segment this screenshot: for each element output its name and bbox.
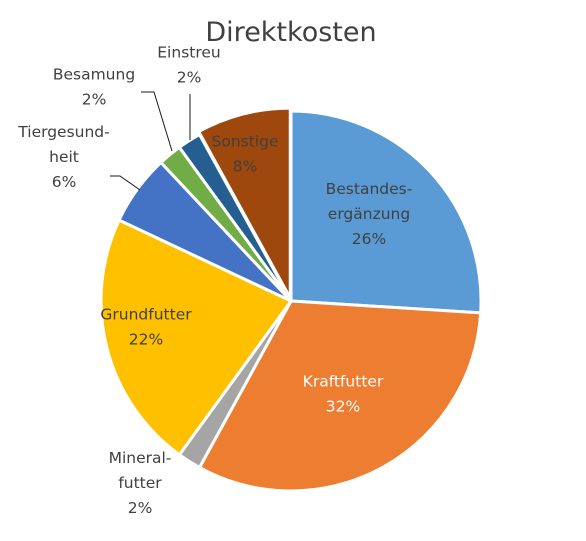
slice-name-label: Mineral- <box>109 449 172 467</box>
slice-value-label: 8% <box>233 158 258 176</box>
pie-slice-kraftfutter <box>197 299 483 493</box>
slice-label-grundfutter: Grundfutter 22% <box>100 306 192 349</box>
slice-value-label: 2% <box>128 499 153 517</box>
pie-slices <box>99 106 483 493</box>
leader-line-besamung <box>141 91 173 152</box>
leader-lines <box>110 91 191 191</box>
slice-value-label: 26% <box>352 230 386 248</box>
slice-name-label: futter <box>118 474 162 492</box>
slice-value-label: 22% <box>129 331 163 349</box>
pie-slice-bestandes-erg-nzung <box>289 109 483 315</box>
slice-label-bestandes-erg-nzung: Bestandes-ergänzung 26% <box>326 180 413 248</box>
chart-title: Direktkosten <box>205 17 376 48</box>
slice-label-besamung: Besamung 2% <box>53 66 135 109</box>
slice-label-tiergesund-heit: Tiergesund-heit 6% <box>17 123 109 191</box>
slice-name-label: heit <box>49 148 79 166</box>
slice-name-label: Kraftfutter <box>303 373 384 391</box>
slice-label-mineral-futter: Mineral-futter 2% <box>109 449 172 517</box>
slice-value-label: 2% <box>177 69 202 87</box>
slice-name-label: ergänzung <box>328 205 410 223</box>
slice-label-einstreu: Einstreu 2% <box>157 44 220 87</box>
pie-slice-sonstige <box>197 106 292 300</box>
slice-name-label: Einstreu <box>157 44 220 62</box>
slice-name-label: Tiergesund- <box>17 123 109 141</box>
slice-name-label: Bestandes- <box>326 180 413 198</box>
slice-value-label: 2% <box>82 91 107 109</box>
slice-label-sonstige: Sonstige 8% <box>212 133 279 176</box>
slice-name-label: Besamung <box>53 66 135 84</box>
slice-name-label: Sonstige <box>212 133 279 151</box>
slice-label-kraftfutter: Kraftfutter 32% <box>303 373 384 416</box>
slice-name-label: Grundfutter <box>100 306 192 324</box>
slice-value-label: 6% <box>52 173 77 191</box>
slice-labels: Bestandes-ergänzung 26% Kraftfutter 32% Mine… <box>17 44 412 518</box>
leader-line-tiergesund-heit <box>110 175 141 191</box>
slice-value-label: 32% <box>326 398 360 416</box>
